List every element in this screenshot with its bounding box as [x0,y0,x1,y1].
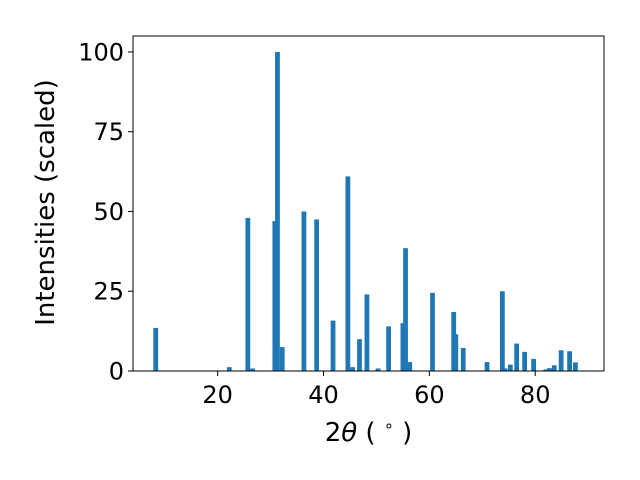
bar [514,343,520,371]
bar [314,219,320,371]
x-axis-label: 2θ ( ∘ ) [325,416,413,448]
bar [250,368,255,371]
bar [345,176,351,371]
bar [272,221,278,371]
bar [531,358,536,371]
y-axis: 0 25 50 75 100 [78,38,133,386]
bar [407,362,413,371]
bar [350,367,355,371]
y-tick-label: 50 [93,198,124,226]
bar [547,368,552,371]
bar [357,339,362,371]
x-tick-label: 60 [414,381,445,409]
y-tick-label: 100 [78,38,124,66]
bar [364,294,370,371]
bar [430,292,435,371]
bar [573,362,578,371]
bar [403,248,408,371]
bar-series [153,51,578,371]
bar [507,364,513,371]
bar [400,323,406,371]
bar [460,348,466,371]
bar [453,334,459,371]
bar [386,326,391,371]
x-tick-label: 40 [308,381,339,409]
y-tick-label: 25 [93,278,124,306]
bar [245,217,251,371]
bar [226,367,232,371]
y-tick-label: 0 [109,358,124,386]
bar [500,291,505,371]
bar [543,369,549,371]
bar [330,320,336,371]
x-tick-label: 20 [202,381,233,409]
bar [567,351,572,371]
bar [279,347,285,371]
bar [301,211,307,371]
plot-frame [132,35,605,372]
bar [551,365,557,371]
bar [275,51,280,371]
y-axis-label: Intensities (scaled) [31,79,61,326]
x-tick-label: 80 [520,381,551,409]
bar [375,368,381,371]
bar [502,368,508,371]
bar [484,362,490,371]
x-axis: 20 40 60 80 [202,371,550,409]
y-tick-label: 75 [93,118,124,146]
bar [558,350,564,371]
bar [522,351,527,371]
bar [153,327,159,371]
